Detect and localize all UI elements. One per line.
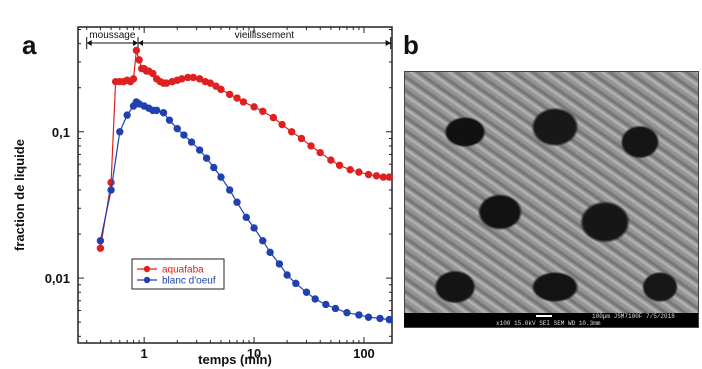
data-point — [327, 156, 335, 164]
data-point — [132, 46, 141, 55]
data-point — [96, 244, 105, 252]
panel-a-label: a — [22, 30, 37, 60]
data-point — [278, 120, 286, 129]
x-tick-label: 100 — [353, 346, 375, 361]
y-axis-title: fraction de liquide — [12, 139, 27, 251]
data-point — [322, 300, 330, 309]
data-point — [187, 138, 196, 146]
data-point — [210, 163, 218, 172]
data-point — [116, 128, 124, 136]
sem-caption-top: 100µm JSM7100F 7/5/2018 — [592, 313, 675, 320]
panel-b-label: b — [403, 30, 419, 60]
data-point — [152, 106, 161, 115]
data-point — [385, 173, 393, 181]
data-point — [239, 98, 248, 106]
data-point — [159, 108, 168, 117]
data-point — [242, 213, 250, 222]
series-aquafaba — [96, 46, 393, 252]
data-point — [135, 56, 143, 64]
data-point — [343, 308, 351, 317]
plot-frame — [77, 26, 393, 344]
data-point — [195, 146, 204, 154]
data-point — [385, 315, 393, 324]
phase-arrow-head-left — [138, 40, 144, 46]
data-point — [266, 248, 274, 257]
data-point — [165, 116, 174, 124]
sem-micrograph — [404, 71, 699, 328]
sem-scale-bar — [536, 315, 552, 317]
legend-box — [131, 258, 225, 290]
data-point — [233, 198, 241, 206]
data-point — [123, 111, 131, 119]
data-point — [180, 131, 188, 139]
sem-caption-bottom: x100 15.0kV SEI SEM WD 10.3mm — [496, 320, 601, 327]
y-tick-label: 0,1 — [52, 125, 70, 140]
data-point — [307, 142, 315, 150]
data-point — [107, 178, 115, 187]
data-point — [376, 314, 384, 323]
data-point — [225, 90, 234, 99]
data-point — [189, 73, 198, 82]
data-point — [233, 94, 241, 102]
data-point — [311, 295, 319, 303]
legend-label: blanc d'oeuf — [162, 276, 216, 287]
legend-marker — [143, 276, 151, 284]
data-point — [297, 134, 306, 143]
axis-ticks: 1 10 100 0,01 0,1 — [45, 27, 392, 361]
data-point — [275, 260, 284, 268]
data-point — [331, 304, 340, 313]
data-point — [173, 124, 181, 133]
phase-arrow-head-right — [133, 40, 139, 46]
phase-label: vieillissement — [235, 30, 295, 41]
data-point — [316, 148, 324, 157]
data-point — [292, 279, 300, 288]
data-point — [225, 186, 234, 194]
data-point — [364, 170, 373, 179]
data-point — [335, 161, 344, 169]
phase-arrow-head-left — [86, 40, 92, 46]
data-point — [355, 168, 363, 176]
x-tick-label: 1 — [141, 346, 148, 361]
data-point — [259, 237, 267, 245]
phase-label: moussage — [89, 30, 136, 41]
data-point — [96, 237, 105, 245]
data-point — [149, 69, 157, 78]
data-point — [178, 75, 186, 83]
phase-annotations: moussage vieillissement — [86, 30, 392, 49]
data-point — [355, 311, 363, 319]
data-point — [269, 113, 278, 122]
liquid-fraction-chart: moussage vieillissement 1 10 100 0,01 0,1 tem… — [12, 26, 393, 367]
series-blanc-d-oeuf — [96, 98, 393, 324]
y-tick-label: 0,01 — [45, 271, 70, 286]
data-point — [206, 79, 215, 87]
data-point — [346, 166, 354, 174]
data-point — [107, 186, 115, 194]
sem-info-bar: 100µm JSM7100F 7/5/2018 x100 15.0kV SEI … — [404, 313, 698, 327]
data-point — [372, 172, 381, 180]
data-point — [302, 288, 311, 296]
data-point — [364, 313, 373, 321]
data-series — [96, 46, 393, 324]
x-axis-title: temps (min) — [198, 352, 272, 367]
data-point — [202, 154, 211, 162]
data-point — [259, 107, 267, 115]
data-point — [250, 103, 258, 111]
legend-label: aquafaba — [162, 265, 204, 276]
data-point — [283, 271, 291, 279]
phase-arrow-head-right — [385, 40, 391, 46]
legend-marker — [143, 265, 151, 273]
data-point — [217, 85, 225, 94]
x-tick-label: 10 — [247, 346, 261, 361]
data-point — [250, 224, 258, 232]
data-point — [217, 173, 225, 181]
data-point — [287, 128, 296, 136]
data-point — [129, 75, 138, 83]
